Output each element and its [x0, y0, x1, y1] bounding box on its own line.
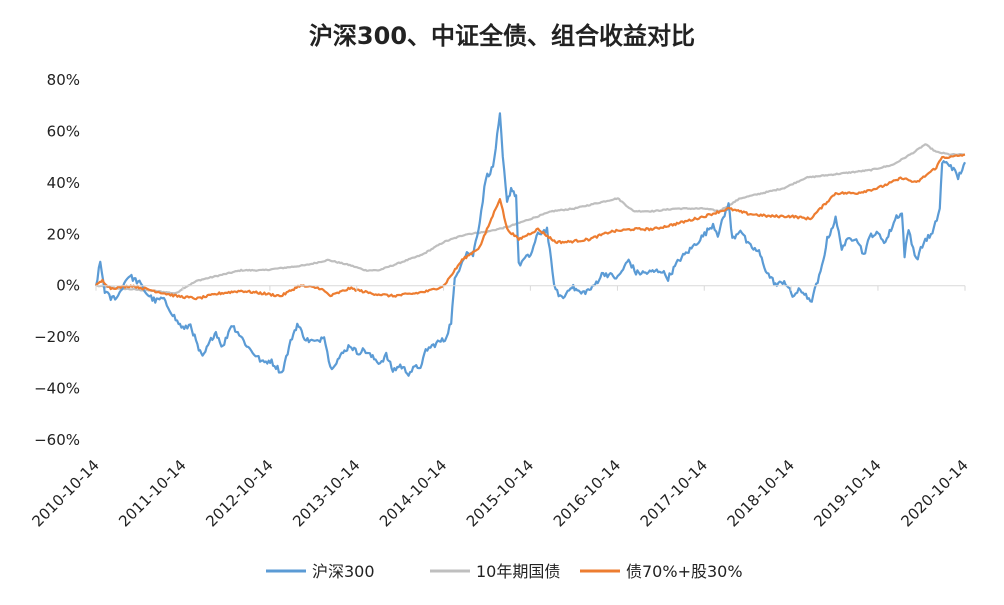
y-tick-label: 20% — [47, 225, 80, 243]
y-tick-label: −20% — [34, 328, 80, 346]
x-axis: 2010-10-14 2011-10-14 2012-10-14 2013-10-14… — [28, 285, 972, 530]
plot-area — [94, 112, 966, 377]
x-tick-label: 2014-10-14 — [376, 456, 450, 530]
x-tick-label: 2011-10-14 — [115, 456, 189, 530]
x-tick-label: 2010-10-14 — [28, 456, 102, 530]
y-tick-label: −60% — [34, 431, 80, 449]
chart-title: 沪深300、中证全债、组合收益对比 — [309, 22, 695, 50]
y-axis: 80% 60% 40% 20% 0% −20% −40% −60% — [34, 71, 80, 449]
series-line — [94, 112, 966, 377]
legend-label: 债70%+股30% — [626, 562, 743, 581]
series-line — [95, 153, 966, 301]
x-tick-label: 2015-10-14 — [463, 456, 537, 530]
y-tick-label: 0% — [56, 277, 80, 295]
y-tick-label: 60% — [47, 122, 80, 140]
series-line — [95, 143, 966, 295]
x-tick-label: 2012-10-14 — [202, 456, 276, 530]
x-tick-label: 2013-10-14 — [289, 456, 363, 530]
x-tick-label: 2019-10-14 — [810, 456, 884, 530]
x-tick-label: 2018-10-14 — [724, 456, 798, 530]
y-tick-label: 40% — [47, 174, 80, 192]
legend-label: 10年期国债 — [476, 562, 560, 581]
y-tick-label: −40% — [34, 380, 80, 398]
legend-label: 沪深300 — [312, 562, 375, 581]
x-tick-label: 2020-10-14 — [897, 456, 971, 530]
x-tick-label: 2017-10-14 — [637, 456, 711, 530]
x-tick-label: 2016-10-14 — [550, 456, 624, 530]
legend: 沪深300 10年期国债 债70%+股30% — [266, 562, 743, 581]
y-tick-label: 80% — [47, 71, 80, 89]
